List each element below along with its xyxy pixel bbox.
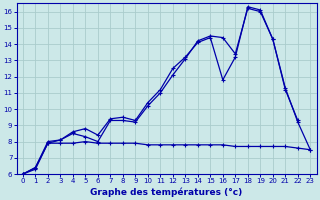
X-axis label: Graphe des températures (°c): Graphe des températures (°c): [91, 187, 243, 197]
